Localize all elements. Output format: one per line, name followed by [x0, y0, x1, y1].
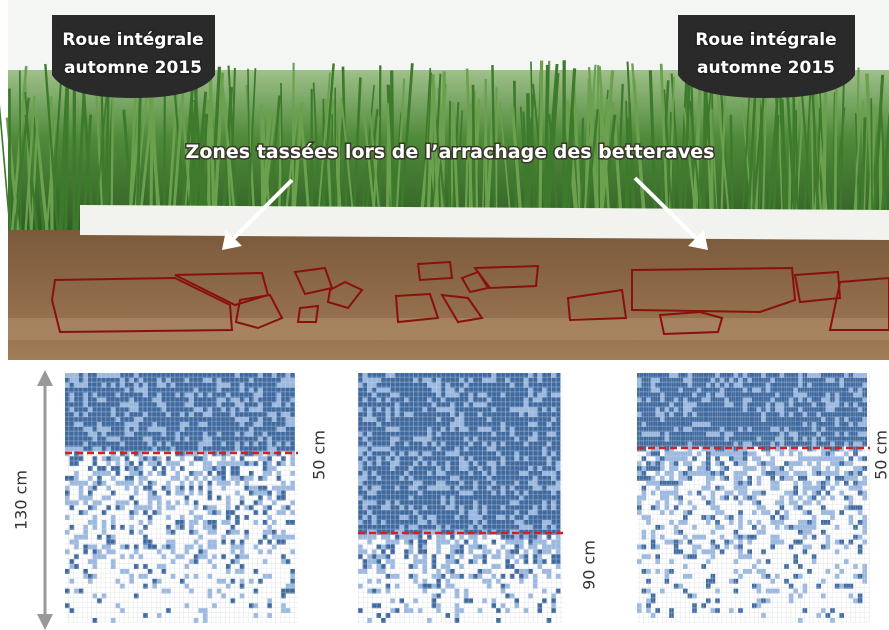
- zone: [828, 276, 889, 331]
- blade: [30, 118, 39, 236]
- compacted-zones: [50, 260, 889, 336]
- grid-lines: [65, 373, 298, 623]
- zone: [566, 288, 628, 322]
- blade: [13, 97, 30, 236]
- compaction-label: 50 cm: [310, 430, 329, 480]
- grid-lines: [637, 373, 870, 623]
- zone: [326, 280, 364, 310]
- wheel-label: Roue intégrale: [62, 30, 203, 50]
- wheel-right: [678, 15, 855, 98]
- zone: [296, 304, 320, 323]
- blade: [24, 95, 36, 236]
- arrow: [633, 176, 700, 242]
- wheel-label: automne 2015: [64, 58, 202, 78]
- ruler: [80, 205, 889, 240]
- blade: [833, 65, 838, 236]
- root-grid: [65, 373, 298, 623]
- arrowhead: [37, 614, 53, 630]
- root-grid: [637, 373, 870, 623]
- zone: [460, 270, 490, 294]
- zone: [631, 266, 797, 314]
- zone: [416, 260, 454, 282]
- arrowhead: [37, 370, 53, 386]
- blade: [0, 104, 12, 236]
- arrowhead: [688, 230, 708, 250]
- soil-layer: [8, 318, 889, 340]
- arrow: [230, 178, 294, 242]
- zone: [50, 276, 234, 334]
- zone: [440, 293, 484, 324]
- depth-label: 130 cm: [12, 470, 31, 530]
- compaction-label: 50 cm: [872, 430, 889, 480]
- grid-lines: [358, 373, 563, 623]
- photo: Roue intégrale automne 2015 Roue intégra…: [0, 0, 889, 360]
- blade: [18, 70, 22, 236]
- root-profiles: [65, 373, 870, 623]
- arrowhead: [222, 230, 242, 250]
- blade: [10, 66, 28, 236]
- zone: [234, 293, 284, 330]
- zone: [473, 264, 540, 290]
- wheel-label: automne 2015: [697, 58, 835, 78]
- zone: [394, 292, 440, 324]
- blade: [49, 96, 54, 236]
- compaction-label: 90 cm: [580, 540, 599, 590]
- wheel-left: [52, 15, 215, 98]
- wheel-label: Roue intégrale: [695, 30, 836, 50]
- root-grid: [358, 373, 563, 623]
- zone: [793, 270, 842, 304]
- zone: [658, 310, 724, 336]
- blade: [32, 116, 45, 236]
- arrows: [222, 176, 708, 250]
- blade: [44, 63, 60, 236]
- caption: Zones tassées lors de l’arrachage des be…: [186, 141, 715, 163]
- depth-arrow: [37, 370, 53, 630]
